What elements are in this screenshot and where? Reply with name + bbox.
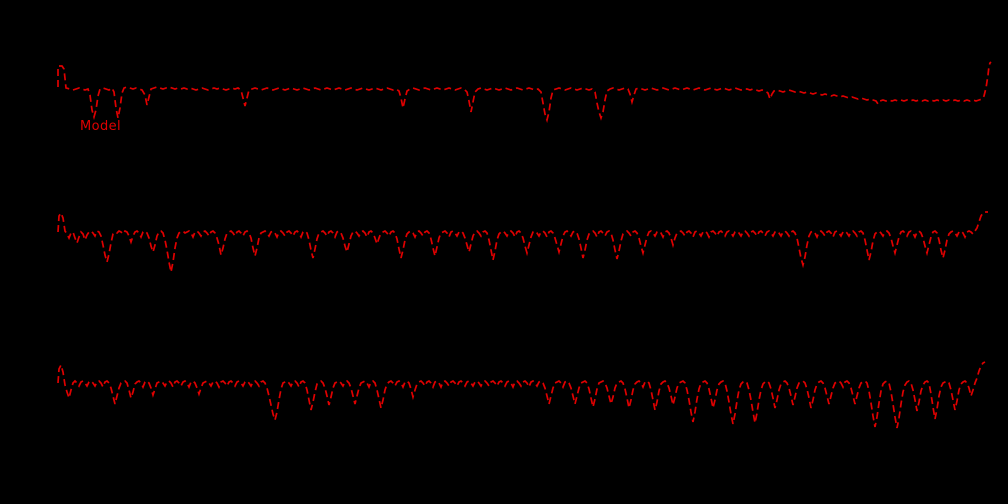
- model-spectrum-line-3: [57, 361, 986, 429]
- spectrum-panel-2: [0, 170, 1008, 340]
- spectrum-plot-3: [57, 361, 986, 429]
- spectrum-panel-1: [0, 0, 1008, 170]
- model-spectrum-line-2: [57, 211, 988, 273]
- model-spectrum-line-1: [57, 61, 992, 124]
- spectrum-plot-1: [57, 61, 992, 124]
- spectrum-panel-3: [0, 340, 1008, 504]
- model-series-label: Model: [80, 119, 122, 134]
- spectrum-plot-2: [57, 211, 988, 273]
